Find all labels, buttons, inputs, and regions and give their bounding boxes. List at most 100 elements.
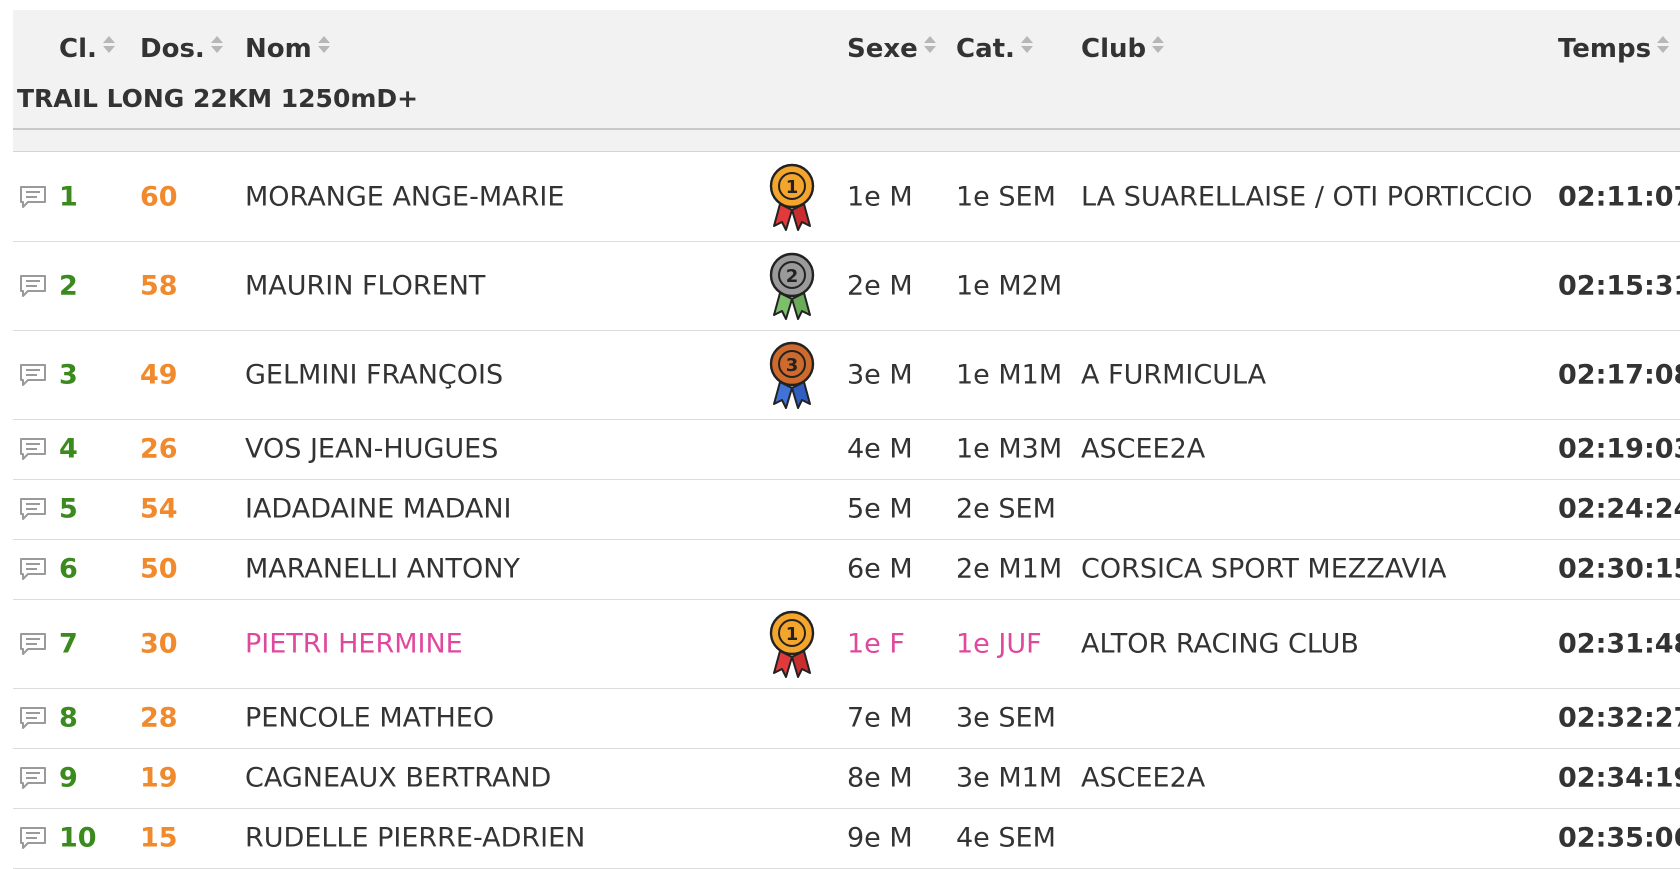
category-rank-cell: 4e SEM: [956, 822, 1056, 854]
table-row[interactable]: 3 49 GELMINI FRANÇOIS 3 3e M 1e M1M A FURMICUL…: [13, 330, 1680, 420]
sex-rank-cell: 4e M: [847, 433, 913, 465]
club-cell: ASCEE2A: [1081, 762, 1206, 794]
category-rank-cell: 1e M1M: [956, 359, 1063, 390]
bib-cell: 30: [140, 628, 178, 659]
svg-text:1: 1: [786, 177, 799, 198]
comment-icon[interactable]: [19, 706, 47, 730]
time-cell: 02:24:24: [1558, 493, 1680, 525]
table-row[interactable]: 10 15 RUDELLE PIERRE-ADRIEN 9e M 4e SEM 02:35…: [13, 808, 1680, 869]
sort-icon: [923, 36, 936, 56]
col-club-label: Club: [1081, 34, 1147, 64]
col-temps-label: Temps: [1558, 34, 1652, 64]
bib-cell: 50: [140, 553, 178, 585]
runner-name[interactable]: PIETRI HERMINE: [245, 628, 463, 659]
time-cell: 02:17:08: [1558, 359, 1680, 390]
header-spacer: [13, 130, 1680, 152]
table-header: Cl. Dos. Nom Sexe Cat. Club Temps TRAIL …: [13, 10, 1680, 130]
comment-icon[interactable]: [19, 274, 47, 298]
club-cell: A FURMICULA: [1081, 359, 1267, 390]
col-cl-header[interactable]: Cl.: [59, 34, 115, 64]
table-row[interactable]: 1 60 MORANGE ANGE-MARIE 1 1e M 1e SEM LA SUARE…: [13, 152, 1680, 242]
sort-icon: [317, 36, 330, 56]
category-rank-cell: 1e M3M: [956, 433, 1063, 465]
category-rank-cell: 1e JUF: [956, 628, 1042, 659]
col-dos-header[interactable]: Dos.: [140, 34, 223, 64]
rank-cell: 7: [59, 628, 78, 659]
gold-medal-icon: 1: [768, 160, 816, 234]
comment-icon[interactable]: [19, 185, 47, 209]
rank-cell: 5: [59, 493, 78, 525]
sort-icon: [210, 36, 223, 56]
col-temps-header[interactable]: Temps: [1558, 34, 1670, 64]
club-cell: ASCEE2A: [1081, 433, 1206, 465]
club-cell: ALTOR RACING CLUB: [1081, 628, 1359, 659]
comment-icon[interactable]: [19, 497, 47, 521]
runner-name[interactable]: MARANELLI ANTONY: [245, 553, 520, 585]
silver-medal-icon: 2: [768, 249, 816, 323]
runner-name[interactable]: MORANGE ANGE-MARIE: [245, 181, 565, 212]
bronze-medal-icon: 3: [768, 338, 816, 412]
bib-cell: 15: [140, 822, 178, 854]
table-row[interactable]: 8 28 PENCOLE MATHEO 7e M 3e SEM 02:32:27: [13, 688, 1680, 749]
table-row[interactable]: 7 30 PIETRI HERMINE 1 1e F 1e JUF ALTOR RACING…: [13, 599, 1680, 689]
col-sexe-label: Sexe: [847, 34, 918, 64]
runner-name[interactable]: RUDELLE PIERRE-ADRIEN: [245, 822, 586, 854]
runner-name[interactable]: GELMINI FRANÇOIS: [245, 359, 504, 390]
time-cell: 02:15:31: [1558, 270, 1680, 301]
comment-icon[interactable]: [19, 363, 47, 387]
col-cat-header[interactable]: Cat.: [956, 34, 1033, 64]
bib-cell: 19: [140, 762, 178, 794]
rank-cell: 9: [59, 762, 78, 794]
sex-rank-cell: 1e M: [847, 181, 913, 212]
time-cell: 02:35:06: [1558, 822, 1680, 854]
rank-cell: 3: [59, 359, 78, 390]
runner-name[interactable]: VOS JEAN-HUGUES: [245, 433, 499, 465]
category-rank-cell: 3e M1M: [956, 762, 1063, 794]
col-club-header[interactable]: Club: [1081, 34, 1165, 64]
bib-cell: 26: [140, 433, 178, 465]
svg-text:3: 3: [786, 355, 799, 376]
sex-rank-cell: 2e M: [847, 270, 913, 301]
col-nom-header[interactable]: Nom: [245, 34, 330, 64]
col-cat-label: Cat.: [956, 34, 1015, 64]
bib-cell: 49: [140, 359, 178, 390]
rank-cell: 2: [59, 270, 78, 301]
category-rank-cell: 1e M2M: [956, 270, 1063, 301]
runner-name[interactable]: IADADAINE MADANI: [245, 493, 512, 525]
comment-icon[interactable]: [19, 557, 47, 581]
time-cell: 02:19:03: [1558, 433, 1680, 465]
svg-text:2: 2: [786, 266, 799, 287]
bib-cell: 28: [140, 702, 178, 734]
col-dos-label: Dos.: [140, 34, 205, 64]
category-rank-cell: 2e SEM: [956, 493, 1056, 525]
rank-cell: 1: [59, 181, 78, 212]
sort-icon: [1020, 36, 1033, 56]
rank-cell: 10: [59, 822, 97, 854]
table-row[interactable]: 9 19 CAGNEAUX BERTRAND 8e M 3e M1M ASCEE2A 02:…: [13, 748, 1680, 809]
comment-icon[interactable]: [19, 766, 47, 790]
time-cell: 02:31:48: [1558, 628, 1680, 659]
category-rank-cell: 2e M1M: [956, 553, 1063, 585]
table-row[interactable]: 5 54 IADADAINE MADANI 5e M 2e SEM 02:24:24: [13, 479, 1680, 540]
svg-text:1: 1: [786, 624, 799, 645]
time-cell: 02:11:07: [1558, 181, 1680, 212]
bib-cell: 60: [140, 181, 178, 212]
category-rank-cell: 3e SEM: [956, 702, 1056, 734]
table-row[interactable]: 2 58 MAURIN FLORENT 2 2e M 1e M2M 02:15:31: [13, 241, 1680, 331]
comment-icon[interactable]: [19, 437, 47, 461]
runner-name[interactable]: PENCOLE MATHEO: [245, 702, 495, 734]
sex-rank-cell: 3e M: [847, 359, 913, 390]
runner-name[interactable]: MAURIN FLORENT: [245, 270, 486, 301]
comment-icon[interactable]: [19, 632, 47, 656]
sex-rank-cell: 1e F: [847, 628, 905, 659]
sex-rank-cell: 9e M: [847, 822, 913, 854]
sort-icon: [102, 36, 115, 56]
section-title: TRAIL LONG 22KM 1250mD+: [17, 84, 419, 113]
col-sexe-header[interactable]: Sexe: [847, 34, 936, 64]
category-rank-cell: 1e SEM: [956, 181, 1056, 212]
table-row[interactable]: 6 50 MARANELLI ANTONY 6e M 2e M1M CORSICA SPO…: [13, 539, 1680, 600]
bib-cell: 54: [140, 493, 178, 525]
runner-name[interactable]: CAGNEAUX BERTRAND: [245, 762, 552, 794]
comment-icon[interactable]: [19, 826, 47, 850]
table-row[interactable]: 4 26 VOS JEAN-HUGUES 4e M 1e M3M ASCEE2A 02:19…: [13, 419, 1680, 480]
